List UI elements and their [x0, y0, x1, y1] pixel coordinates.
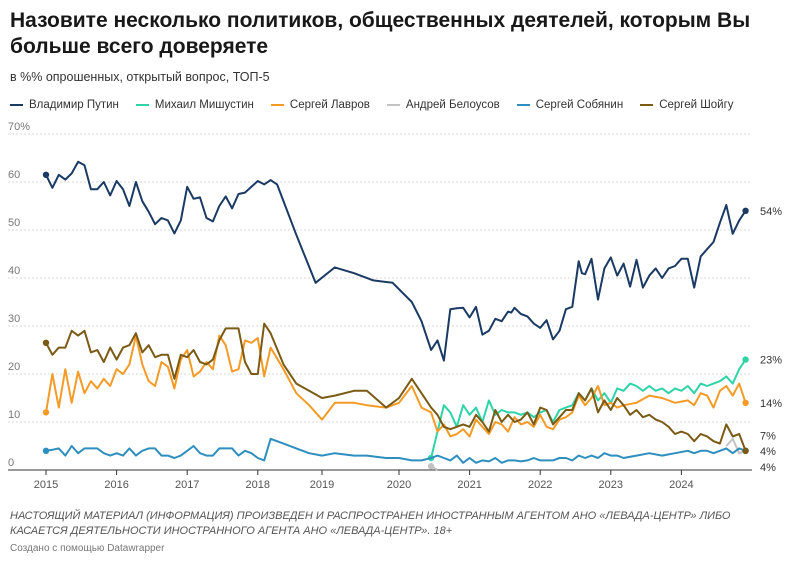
x-tick-label: 2016	[104, 479, 128, 491]
series-end-label: 7%	[760, 430, 776, 442]
legend-label: Сергей Шойгу	[659, 99, 734, 111]
legend: Владимир Путин Михаил Мишустин Сергей Лавр…	[10, 96, 751, 114]
series-start-point	[42, 339, 50, 346]
legend-swatch	[516, 104, 530, 106]
legend-swatch	[10, 104, 23, 106]
legend-item: Сергей Лавров	[270, 99, 370, 111]
y-tick-label: 0	[8, 457, 14, 469]
y-tick-label: 20	[8, 361, 20, 373]
legend-item: Михаил Мишустин	[135, 99, 254, 111]
legend-item: Андрей Белоусов	[386, 99, 500, 111]
x-tick-label: 2019	[310, 479, 334, 491]
y-tick-label: 30	[8, 313, 20, 325]
series-line	[45, 334, 747, 438]
legend-label: Владимир Путин	[29, 99, 119, 111]
y-tick-label: 10	[8, 409, 20, 421]
series-end-point	[742, 207, 749, 214]
series-line	[45, 322, 747, 452]
line-chart: 0 10 20 30 40 50 60 70% 2015 2016 2017 2018 2019 2020…	[8, 121, 782, 491]
series-end-label: 23%	[760, 355, 782, 367]
series-end-label: 14%	[760, 398, 782, 410]
series-end-label: 4%	[760, 462, 776, 474]
y-tick-label: 50	[8, 217, 20, 229]
series-end-point	[742, 399, 749, 406]
legend-swatch	[386, 104, 400, 106]
legend-label: Сергей Собянин	[535, 99, 624, 111]
x-tick-label: 2024	[669, 479, 693, 491]
x-tick-label: 2018	[246, 479, 270, 491]
legend-item: Сергей Собянин	[516, 99, 624, 111]
legend-swatch	[640, 104, 654, 106]
series-end-label: 4%	[760, 446, 776, 458]
y-tick-label: 70%	[8, 121, 30, 133]
legend-label: Андрей Белоусов	[405, 99, 500, 111]
series-start-point	[42, 171, 50, 178]
series-line	[45, 160, 747, 362]
series-line	[45, 437, 746, 464]
y-tick-label: 40	[8, 265, 20, 277]
credit-line: Создано с помощью Datawrapper	[10, 543, 165, 554]
x-tick-label: 2020	[387, 479, 411, 491]
series-end-label: 54%	[760, 206, 782, 218]
x-tick-label: 2021	[457, 479, 481, 491]
series-line	[725, 436, 746, 455]
y-tick-label: 60	[8, 169, 20, 181]
disclaimer-note: НАСТОЯЩИЙ МАТЕРИАЛ (ИНФОРМАЦИЯ) ПРОИЗВЕД…	[10, 510, 731, 537]
x-tick-label: 2023	[599, 479, 623, 491]
chart-title: Назовите несколько политиков, общественн…	[10, 9, 751, 58]
chart-subtitle: в %% опрошенных, открытый вопрос, ТОП-5	[10, 70, 270, 84]
legend-item: Владимир Путин	[10, 99, 119, 111]
series-start-point	[42, 447, 50, 454]
legend-label: Сергей Лавров	[289, 99, 370, 111]
series-end-point	[742, 447, 749, 454]
series-start-point	[427, 462, 435, 470]
x-tick-label: 2015	[34, 479, 58, 491]
legend-item: Сергей Шойгу	[640, 99, 734, 111]
series-end-point	[742, 356, 749, 363]
legend-label: Михаил Мишустин	[154, 99, 254, 111]
x-tick-label: 2022	[528, 479, 552, 491]
x-tick-label: 2017	[175, 479, 199, 491]
legend-swatch	[135, 104, 149, 106]
legend-swatch	[270, 104, 284, 106]
series-start-point	[42, 409, 50, 416]
